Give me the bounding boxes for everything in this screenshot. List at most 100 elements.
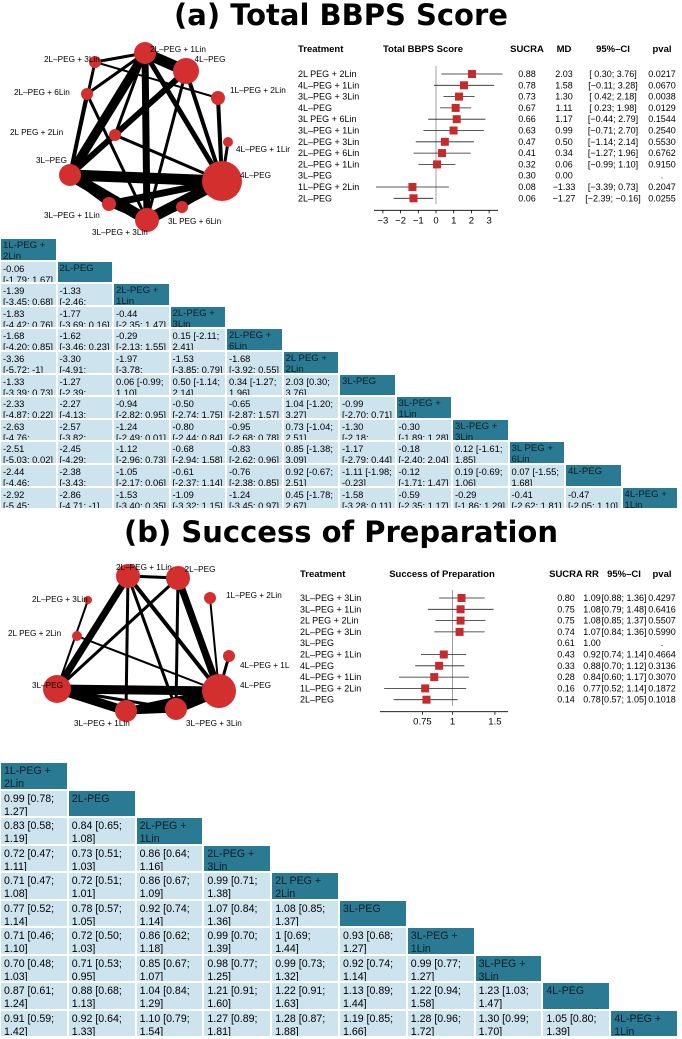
league-cell: -1.53 [-3.85; 0.79] [169, 351, 226, 374]
league-cell: -2.44 [-4.46; -0.42] [0, 464, 57, 487]
forest-treatment-label: 2L–PEG [298, 193, 332, 203]
league-cell: -1.24 [-3.45; 0.97] [226, 486, 283, 510]
league-cell: -1.09 [-3.32; 1.15] [169, 486, 226, 510]
forest-pval-value: 0.3136 [648, 661, 676, 671]
league-cell: -1.05 [-2.17; 0.06] [113, 464, 170, 487]
forest-treatment-label: 3L–PEG + 1Lin [298, 126, 359, 136]
network-node [134, 42, 156, 64]
forest-treatment-label: 1L–PEG + 2Lin [300, 683, 361, 693]
forest-estimate-value: 2.03 [555, 69, 573, 79]
network-node [102, 197, 116, 211]
forest-sucra-value: 0.41 [518, 148, 536, 158]
league-cell: 0.85 [0.67; 1.07] [135, 954, 204, 982]
network-node [165, 698, 187, 720]
league-cell: 0.86 [0.67; 1.09] [135, 872, 204, 900]
forest-tick-label: 0 [433, 215, 438, 226]
forest-header: RR [585, 569, 599, 580]
forest-ci-value: [−1.27; 1.96] [588, 148, 638, 158]
forest-treatment-label: 4L–PEG [300, 661, 334, 671]
network-edge [69, 169, 223, 187]
forest-ci-value: [−0.44; 2.79] [588, 114, 638, 124]
forest-ci-value: [−0.71; 2.70] [588, 126, 638, 136]
league-diagonal-treatment: 4L-PEG + 1Lin [610, 1009, 678, 1037]
network-edge [86, 51, 146, 96]
network-node-label: 4L–PEG + 1Lin [236, 145, 290, 154]
forest-tick-label: 1 [451, 215, 456, 226]
league-cell: -2.27 [-4.13; -0.40] [56, 396, 113, 419]
league-cell: 0.73 [0.51; 1.03] [67, 844, 136, 872]
network-edge [174, 576, 223, 693]
forest-ci-value: [ 0.42; 2.18] [589, 92, 637, 102]
forest-pval-value: 0.6762 [648, 148, 676, 158]
network-node [84, 596, 92, 604]
forest-sucra-value: 0.80 [557, 593, 575, 603]
league-cell: 0.93 [0.68; 1.27] [339, 927, 407, 955]
network-edge [94, 61, 219, 99]
forest-estimate-value: 0.78 [583, 695, 601, 705]
forest-ci-value: [0.79; 1.48] [601, 604, 646, 614]
forest-plot-b: Treatment Success of Preparation SUCRA RR 95… [300, 569, 676, 728]
forest-sucra-value: 0.30 [518, 171, 536, 181]
forest-pval-value: . [661, 171, 664, 181]
forest-tick-label: 1.5 [488, 717, 501, 728]
network-node-label: 4L–PEG [240, 681, 271, 690]
network-node [204, 592, 216, 604]
forest-pval-value: 0.0255 [648, 193, 676, 203]
network-edge [56, 599, 89, 690]
network-node-label: 1L–PEG + 2Lin [230, 86, 286, 95]
league-cell: -3.30 [-4.91; -1.69] [56, 351, 113, 374]
league-cell: 0.99 [0.70; 1.39] [203, 927, 272, 955]
league-cell: -0.95 [-2.68; 0.78] [226, 418, 283, 442]
network-edge [126, 574, 221, 693]
league-cell: 0.92 [0.64; 1.33] [67, 1009, 136, 1037]
forest-point [422, 695, 431, 704]
league-cell: 2.03 [0.30; 3.76] [282, 373, 339, 397]
league-cell: -0.29 [-1.86; 1.29] [452, 486, 509, 510]
forest-ci-value: [0.74; 1.14] [601, 650, 646, 660]
league-cell: 0.72 [0.47; 1.11] [0, 844, 68, 872]
league-diagonal-treatment: 3L-PEG + 3Lin [452, 418, 509, 442]
league-diagonal-treatment: 3L-PEG + 1Lin [395, 396, 452, 419]
forest-point [433, 160, 442, 169]
forest-sucra-value: 0.06 [518, 193, 536, 203]
forest-ci-value: [−3.39; 0.73] [588, 182, 638, 192]
forest-estimate-value: 1.58 [555, 80, 573, 90]
forest-sucra-value: 0.43 [557, 650, 575, 660]
league-cell: 0.12 [-1.61; 1.85] [452, 441, 509, 464]
forest-pval-value: 0.2047 [648, 182, 676, 192]
forest-tick-label: −2 [395, 215, 406, 226]
network-node-label: 3L PEG + 6Lin [168, 217, 222, 226]
league-cell: -2.86 [-4.71; -1] [56, 486, 113, 510]
league-cell: 1.04 [-1.20; 3.27] [282, 396, 339, 419]
forest-header: 95%–CI [596, 44, 630, 55]
network-node [223, 137, 233, 147]
league-cell: -0.29 [-2.13; 1.55] [113, 328, 170, 351]
forest-pval-value: 0.0129 [648, 103, 676, 113]
league-diagonal-treatment: 2L-PEG [67, 789, 136, 817]
forest-sucra-value: 0.47 [518, 137, 536, 147]
network-edge [113, 52, 147, 136]
forest-treatment-label: 2L PEG + 2Lin [298, 69, 356, 79]
network-node-label: 3L–PEG + 3Lin [186, 719, 242, 728]
network-node [72, 631, 82, 641]
forest-treatment-label: 3L–PEG [298, 171, 332, 181]
forest-ci-value: [0.84; 1.36] [601, 627, 646, 637]
forest-treatment-label: 2L–PEG [300, 695, 334, 705]
forest-header: 95%–CI [607, 569, 641, 580]
forest-point [456, 605, 465, 614]
league-cell: -0.80 [-2.44; 0.84] [169, 418, 226, 442]
forest-point [438, 149, 447, 158]
network-node [109, 129, 121, 141]
network-node [89, 56, 101, 68]
forest-estimate-value: 1.17 [555, 114, 573, 124]
forest-treatment-label: 2L–PEG + 6Lin [298, 148, 359, 158]
league-cell: -1.83 [-4.42; 0.76] [0, 305, 57, 329]
forest-treatment-label: 2L–PEG + 1Lin [298, 159, 359, 169]
league-cell: 0.99 [0.78; 1.27] [0, 789, 68, 817]
forest-sucra-value: 0.75 [557, 604, 575, 614]
forest-header: MD [557, 44, 572, 55]
league-cell: -0.06 [-1.79; 1.67] [0, 260, 57, 284]
league-cell: -1.97 [-3.78; -0.16] [113, 351, 170, 374]
forest-sucra-value: 0.75 [557, 616, 575, 626]
league-cell: -2.51 [-5.03; 0.02] [0, 441, 57, 464]
